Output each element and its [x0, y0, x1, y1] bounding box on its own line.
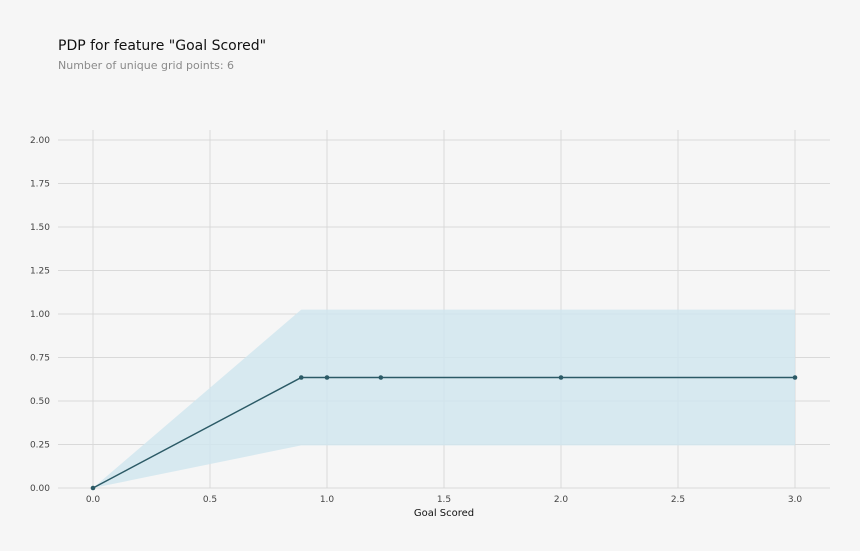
x-axis-label: Goal Scored [414, 508, 474, 519]
tick-labels: 0.00 0.25 0.50 0.75 1.00 1.25 1.50 1.75 2.00 0.0 0… [30, 136, 802, 505]
x-tick-label: 3.0 [788, 495, 803, 505]
confidence-band [93, 309, 795, 488]
y-tick-label: 0.25 [30, 441, 50, 451]
y-tick-label: 0.00 [30, 484, 50, 494]
x-tick-label: 0.0 [86, 495, 101, 505]
x-tick-label: 0.5 [203, 495, 217, 505]
x-tick-label: 1.0 [320, 495, 335, 505]
x-tick-label: 2.0 [554, 495, 569, 505]
y-tick-label: 0.50 [30, 397, 50, 407]
pdp-point [558, 375, 564, 380]
y-tick-label: 1.25 [30, 267, 50, 277]
chart-subtitle: Number of unique grid points: 6 [58, 59, 235, 72]
pdp-line [90, 375, 798, 491]
chart-title: PDP for feature "Goal Scored" [58, 38, 267, 54]
y-tick-label: 1.50 [30, 223, 50, 233]
x-tick-label: 2.5 [671, 495, 685, 505]
pdp-point [90, 485, 96, 491]
y-tick-label: 2.00 [30, 136, 50, 146]
pdp-point [792, 375, 798, 380]
pdp-point [298, 375, 304, 380]
pdp-series-line [92, 376, 795, 489]
y-tick-label: 1.00 [30, 310, 50, 320]
pdp-point [378, 375, 384, 380]
confidence-band-area [93, 309, 795, 488]
y-tick-label: 1.75 [30, 180, 50, 190]
y-tick-label: 0.75 [30, 354, 50, 364]
x-tick-label: 1.5 [437, 495, 451, 505]
pdp-point [324, 375, 330, 380]
